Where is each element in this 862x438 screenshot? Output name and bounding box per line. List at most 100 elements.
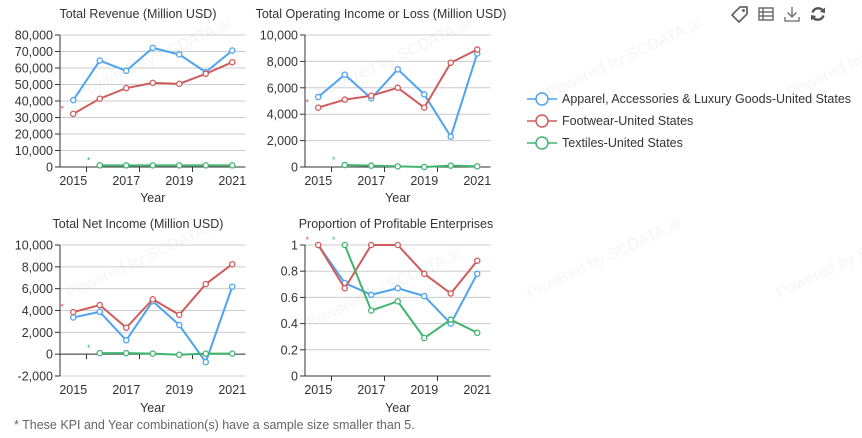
data-point[interactable] [473, 270, 481, 278]
data-point[interactable] [394, 298, 401, 305]
data-point[interactable] [202, 350, 209, 357]
data-point[interactable] [420, 91, 428, 98]
legend-item-apparel[interactable]: Apparel, Accessories & Luxury Goods-Unit… [527, 88, 851, 110]
small-sample-marker: * [305, 98, 309, 108]
y-tick-label: 8,000 [22, 260, 53, 274]
data-point[interactable] [228, 58, 236, 66]
data-point[interactable] [420, 292, 428, 300]
legend-line-circle-icon [527, 114, 557, 128]
x-axis-label: Year [140, 191, 165, 205]
data-point[interactable] [394, 284, 401, 292]
data-point[interactable] [123, 349, 130, 357]
data-view-button[interactable] [756, 4, 776, 24]
data-point[interactable] [473, 257, 481, 264]
data-point[interactable] [447, 133, 454, 140]
series-textiles [341, 161, 481, 171]
data-point[interactable] [420, 163, 428, 171]
data-point[interactable] [149, 79, 156, 87]
data-point[interactable] [394, 84, 401, 92]
data-point[interactable] [175, 311, 183, 319]
y-tick-label: 10,000 [15, 239, 53, 253]
data-point[interactable] [123, 337, 130, 344]
data-point[interactable] [394, 163, 401, 170]
small-sample-marker: * [60, 302, 64, 312]
data-point[interactable] [228, 47, 236, 54]
data-point[interactable] [149, 350, 156, 357]
data-point[interactable] [367, 241, 375, 249]
data-point[interactable] [70, 314, 77, 321]
tag-button[interactable] [730, 4, 750, 24]
data-point[interactable] [473, 46, 481, 53]
data-point[interactable] [175, 51, 183, 58]
data-point[interactable] [228, 162, 236, 169]
y-tick-label: 0.6 [281, 291, 298, 305]
data-point[interactable] [367, 92, 375, 99]
refresh-button[interactable] [808, 4, 828, 24]
download-button[interactable] [782, 4, 802, 24]
small-sample-marker: * [332, 155, 336, 165]
data-point[interactable] [367, 291, 375, 299]
x-axis-label: Year [385, 401, 410, 415]
data-point[interactable] [70, 308, 77, 316]
data-point[interactable] [123, 324, 130, 331]
data-point[interactable] [175, 351, 183, 358]
data-point[interactable] [202, 162, 209, 169]
data-point[interactable] [228, 260, 236, 268]
data-point[interactable] [420, 270, 428, 278]
data-point[interactable] [123, 84, 130, 92]
data-point[interactable] [394, 241, 401, 249]
small-sample-marker: * [60, 104, 64, 114]
data-point[interactable] [149, 296, 156, 303]
chart-legend: Apparel, Accessories & Luxury Goods-Unit… [527, 88, 851, 154]
y-tick-label: 0 [46, 161, 53, 175]
data-point[interactable] [123, 162, 130, 169]
data-point[interactable] [96, 308, 104, 316]
data-point[interactable] [473, 329, 481, 337]
data-point[interactable] [202, 70, 209, 78]
chart-toolbar [730, 4, 828, 24]
data-point[interactable] [341, 161, 348, 169]
data-point[interactable] [70, 96, 77, 104]
data-point[interactable] [149, 162, 156, 169]
data-point[interactable] [341, 71, 348, 78]
data-point[interactable] [341, 241, 348, 249]
y-tick-label: 10,000 [15, 144, 53, 158]
data-point[interactable] [447, 162, 454, 169]
data-point[interactable] [341, 96, 348, 103]
x-tick-label: 2019 [410, 383, 438, 397]
data-point[interactable] [149, 44, 156, 52]
data-point[interactable] [175, 80, 183, 88]
legend-item-textiles[interactable]: Textiles-United States [527, 132, 851, 154]
data-point[interactable] [420, 334, 428, 342]
x-tick-label: 2019 [165, 383, 193, 397]
legend-item-footwear[interactable]: Footwear-United States [527, 110, 851, 132]
data-point[interactable] [70, 110, 77, 118]
data-point[interactable] [96, 57, 104, 64]
data-point[interactable] [341, 284, 348, 292]
series-line-textiles [344, 164, 478, 168]
data-point[interactable] [175, 321, 183, 329]
data-point[interactable] [314, 93, 322, 101]
data-point[interactable] [96, 301, 104, 309]
data-point[interactable] [447, 59, 454, 66]
data-point[interactable] [367, 307, 375, 314]
data-point[interactable] [447, 316, 454, 323]
data-point[interactable] [314, 241, 322, 249]
data-point[interactable] [123, 67, 130, 75]
data-point[interactable] [228, 350, 236, 357]
data-point[interactable] [367, 162, 375, 169]
data-point[interactable] [175, 162, 183, 169]
x-tick-label: 2021 [463, 174, 491, 188]
data-point[interactable] [314, 104, 322, 111]
data-point[interactable] [202, 280, 209, 288]
data-point[interactable] [202, 358, 209, 366]
legend-label: Textiles-United States [562, 136, 683, 150]
data-point[interactable] [228, 283, 236, 290]
data-point[interactable] [447, 290, 454, 297]
data-point[interactable] [96, 349, 104, 357]
data-point[interactable] [420, 104, 428, 111]
data-point[interactable] [473, 163, 481, 170]
data-point[interactable] [394, 66, 401, 73]
data-point[interactable] [96, 95, 104, 102]
data-point[interactable] [96, 162, 104, 169]
